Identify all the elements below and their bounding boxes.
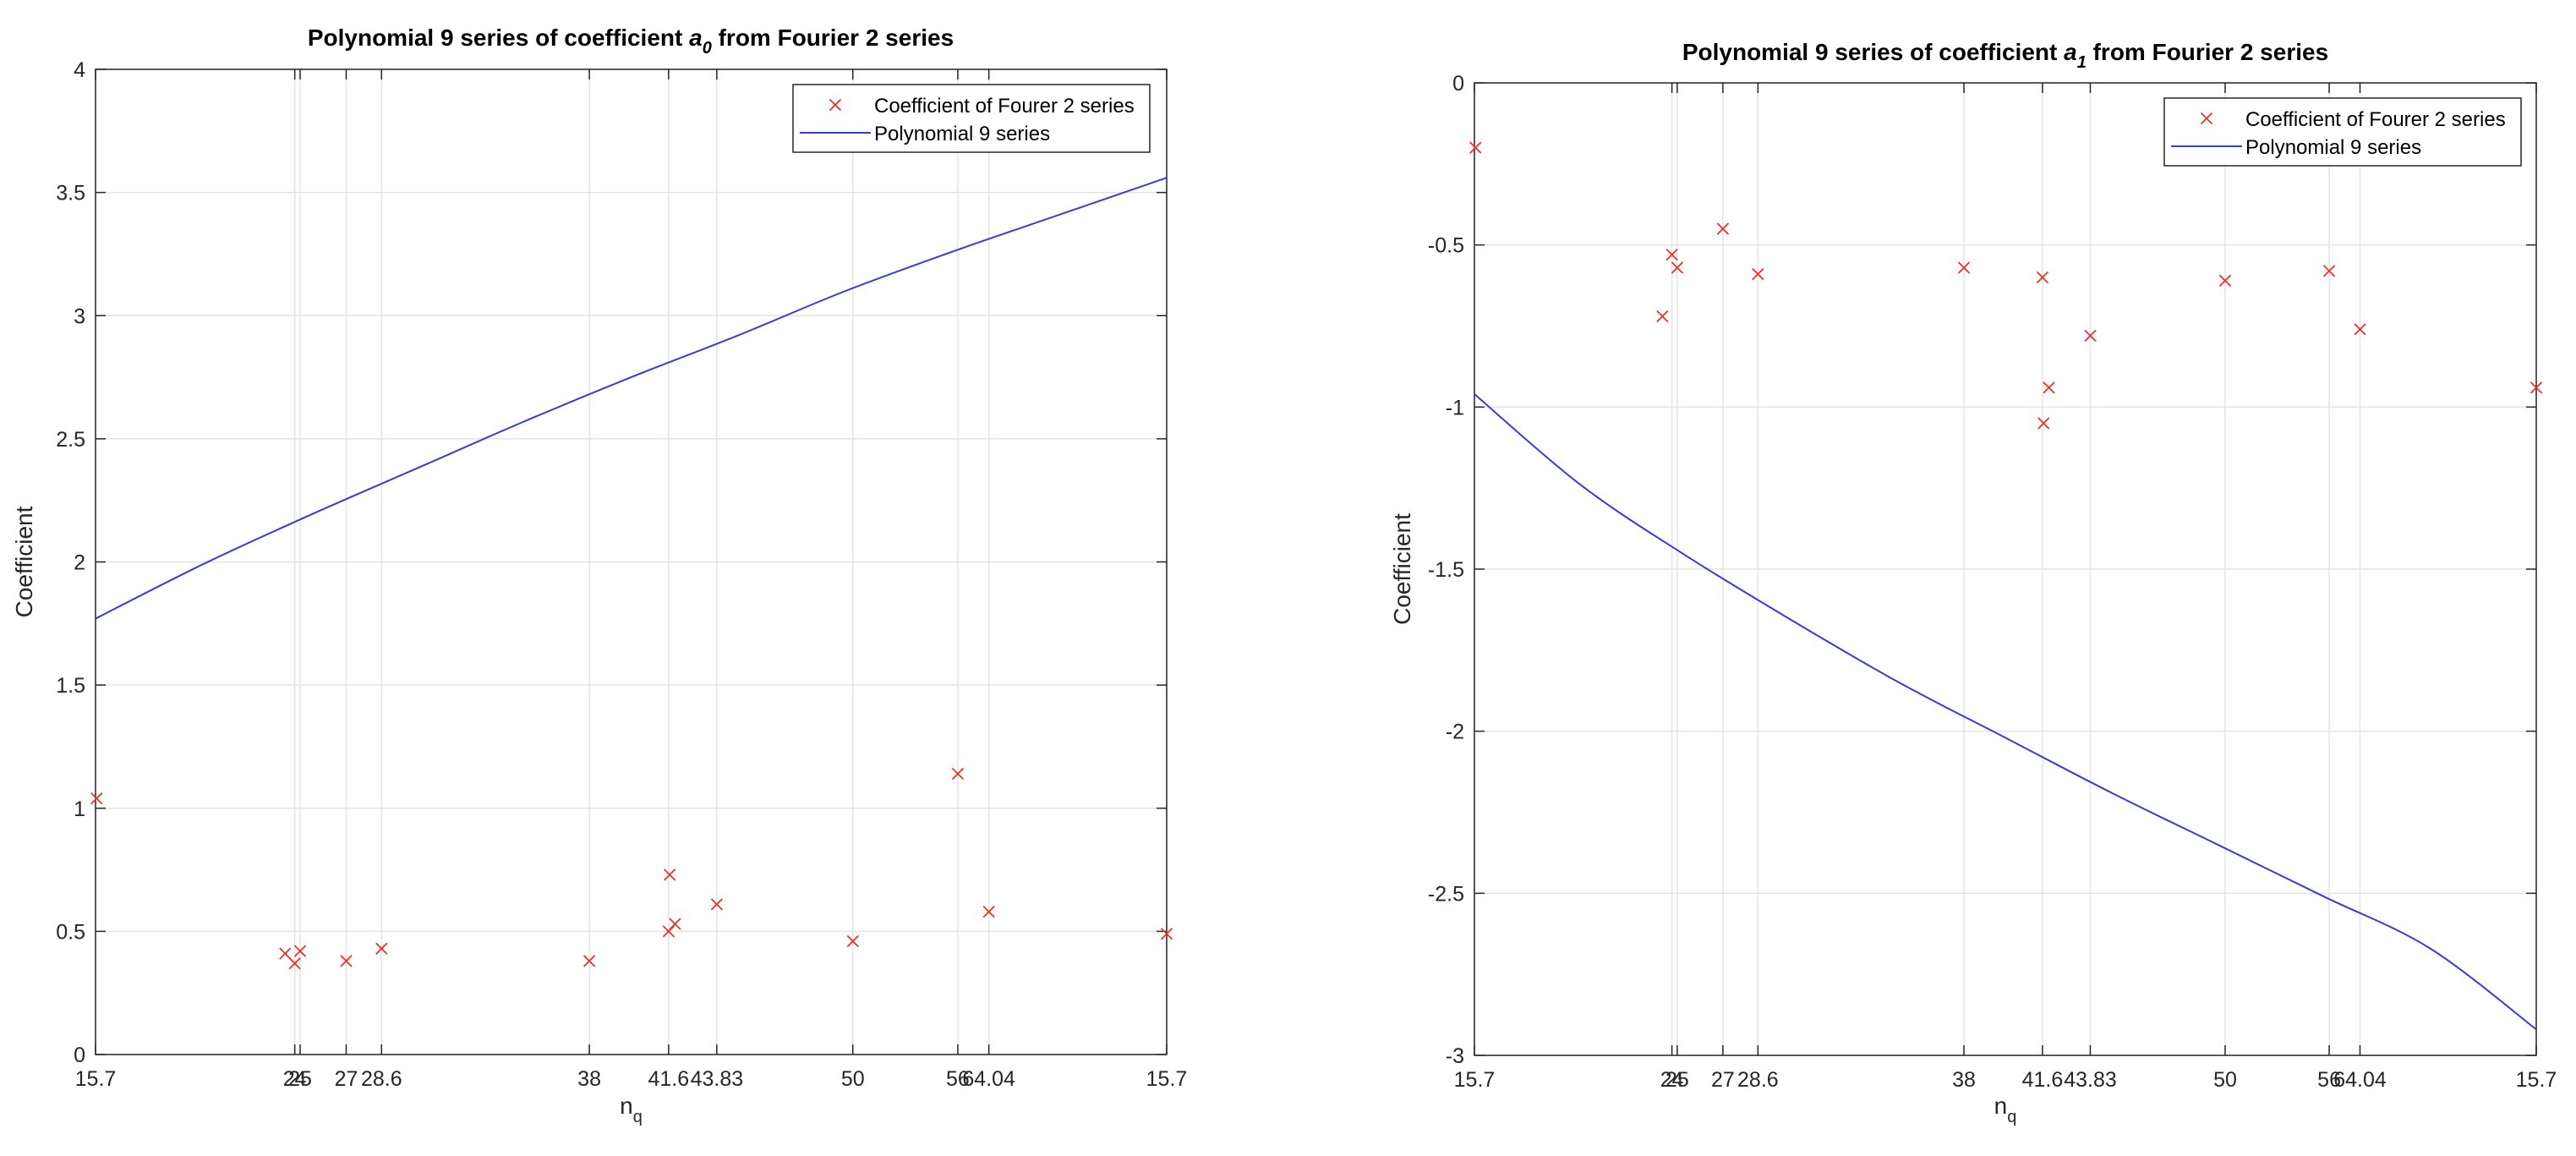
legend-label: Coefficient of Fourer 2 series <box>874 95 1135 118</box>
x-tick-label: 56 <box>946 1067 970 1091</box>
x-tick-label: 41.6 <box>2022 1068 2064 1092</box>
data-point-marker <box>2354 323 2366 336</box>
x-tick-label: 25 <box>1665 1068 1689 1092</box>
series-line-polynomial <box>1474 393 2537 1031</box>
legend-box <box>2163 97 2522 167</box>
y-axis-label: Coefficient <box>1389 513 1415 625</box>
series-line-polynomial <box>95 177 1168 620</box>
data-point-marker <box>1752 268 1764 281</box>
x-tick-label: 25 <box>288 1067 312 1091</box>
data-point-marker <box>1957 261 1971 274</box>
legend: Coefficient of Fourer 2 series Polynomial… <box>2163 97 2522 167</box>
x-tick-label: 28.6 <box>361 1067 402 1091</box>
y-tick-label: 0 <box>1452 72 1464 96</box>
x-tick-label: 38 <box>577 1067 601 1091</box>
x-tick-label: 15.7 <box>75 1067 117 1091</box>
x-tick-label: 50 <box>2213 1068 2237 1092</box>
chart-title: Polynomial 9 series of coefficient a0 fr… <box>308 25 954 58</box>
x-tick-label: 24 <box>1660 1068 1684 1092</box>
data-point-marker <box>279 947 292 960</box>
y-tick-label: 4 <box>74 58 85 82</box>
data-point-marker <box>951 767 965 781</box>
data-point-marker <box>375 942 388 955</box>
y-tick-label: -2.5 <box>1428 882 1464 906</box>
chart-title: Polynomial 9 series of coefficient a1 fr… <box>1682 39 2328 72</box>
x-tick-label: 15.7 <box>2516 1068 2557 1092</box>
data-point-marker <box>582 955 596 967</box>
data-point-marker <box>669 918 681 930</box>
y-tick-label: -1 <box>1446 396 1464 419</box>
y-tick-label: 1 <box>74 797 85 821</box>
y-tick-label: -2 <box>1446 720 1464 744</box>
data-point-marker <box>1671 261 1684 274</box>
data-point-marker <box>2530 381 2543 394</box>
x-tick-label: 43.83 <box>2064 1068 2117 1092</box>
legend-marker-icon <box>2200 112 2213 125</box>
data-point-marker <box>1160 928 1173 940</box>
data-point-marker <box>2322 265 2336 277</box>
x-tick-label: 64.04 <box>2333 1068 2387 1092</box>
data-point-marker <box>90 792 103 805</box>
x-tick-label: 27 <box>335 1067 358 1091</box>
x-tick-label: 27 <box>1711 1068 1735 1092</box>
x-tick-label: 41.6 <box>648 1067 690 1091</box>
y-tick-label: 2 <box>74 551 85 575</box>
x-tick-label: 38 <box>1952 1068 1976 1092</box>
data-point-marker <box>846 934 859 948</box>
x-tick-label: 24 <box>283 1067 307 1091</box>
x-tick-label: 56 <box>2317 1068 2341 1092</box>
data-point-marker <box>1716 222 1730 235</box>
y-axis-label: Coefficient <box>11 506 37 617</box>
y-tick-label: 3 <box>74 304 85 328</box>
y-tick-label: 0.5 <box>56 920 85 944</box>
x-tick-label: 15.7 <box>1454 1068 1496 1092</box>
data-point-marker <box>2036 271 2049 284</box>
y-tick-label: 0 <box>74 1044 85 1067</box>
data-point-marker <box>2043 381 2055 394</box>
legend-label: Polynomial 9 series <box>2245 136 2421 159</box>
x-tick-label: 50 <box>841 1067 865 1091</box>
y-tick-label: 1.5 <box>56 674 85 698</box>
x-tick-label: 28.6 <box>1737 1068 1779 1092</box>
y-tick-label: -1.5 <box>1428 558 1464 582</box>
data-point-marker <box>2037 417 2050 430</box>
y-tick-label: 2.5 <box>56 428 85 452</box>
x-tick-label: 64.04 <box>962 1067 1015 1091</box>
x-tick-label: 43.83 <box>691 1067 744 1091</box>
y-tick-label: -3 <box>1446 1044 1464 1068</box>
data-point-marker <box>288 957 301 970</box>
y-tick-label: 3.5 <box>56 182 85 205</box>
data-point-marker <box>982 905 995 918</box>
data-point-marker <box>663 868 676 881</box>
data-point-marker <box>2218 274 2232 287</box>
data-point-marker <box>340 955 353 967</box>
data-point-marker <box>1469 141 1482 154</box>
legend: Coefficient of Fourer 2 series Polynomial… <box>792 84 1151 153</box>
data-point-marker <box>293 945 307 957</box>
data-point-marker <box>1656 310 1669 323</box>
data-point-marker <box>2084 329 2097 342</box>
legend-label: Polynomial 9 series <box>874 123 1050 145</box>
legend-marker-icon <box>829 98 842 112</box>
x-tick-label: 15.7 <box>1146 1067 1188 1091</box>
data-point-marker <box>710 898 723 911</box>
legend-label: Coefficient of Fourer 2 series <box>2245 108 2506 131</box>
y-tick-label: -0.5 <box>1428 234 1464 258</box>
x-axis-label: nq <box>1994 1093 2017 1126</box>
x-axis-label: nq <box>620 1093 643 1126</box>
data-point-marker <box>1665 249 1678 261</box>
legend-box <box>792 84 1151 153</box>
